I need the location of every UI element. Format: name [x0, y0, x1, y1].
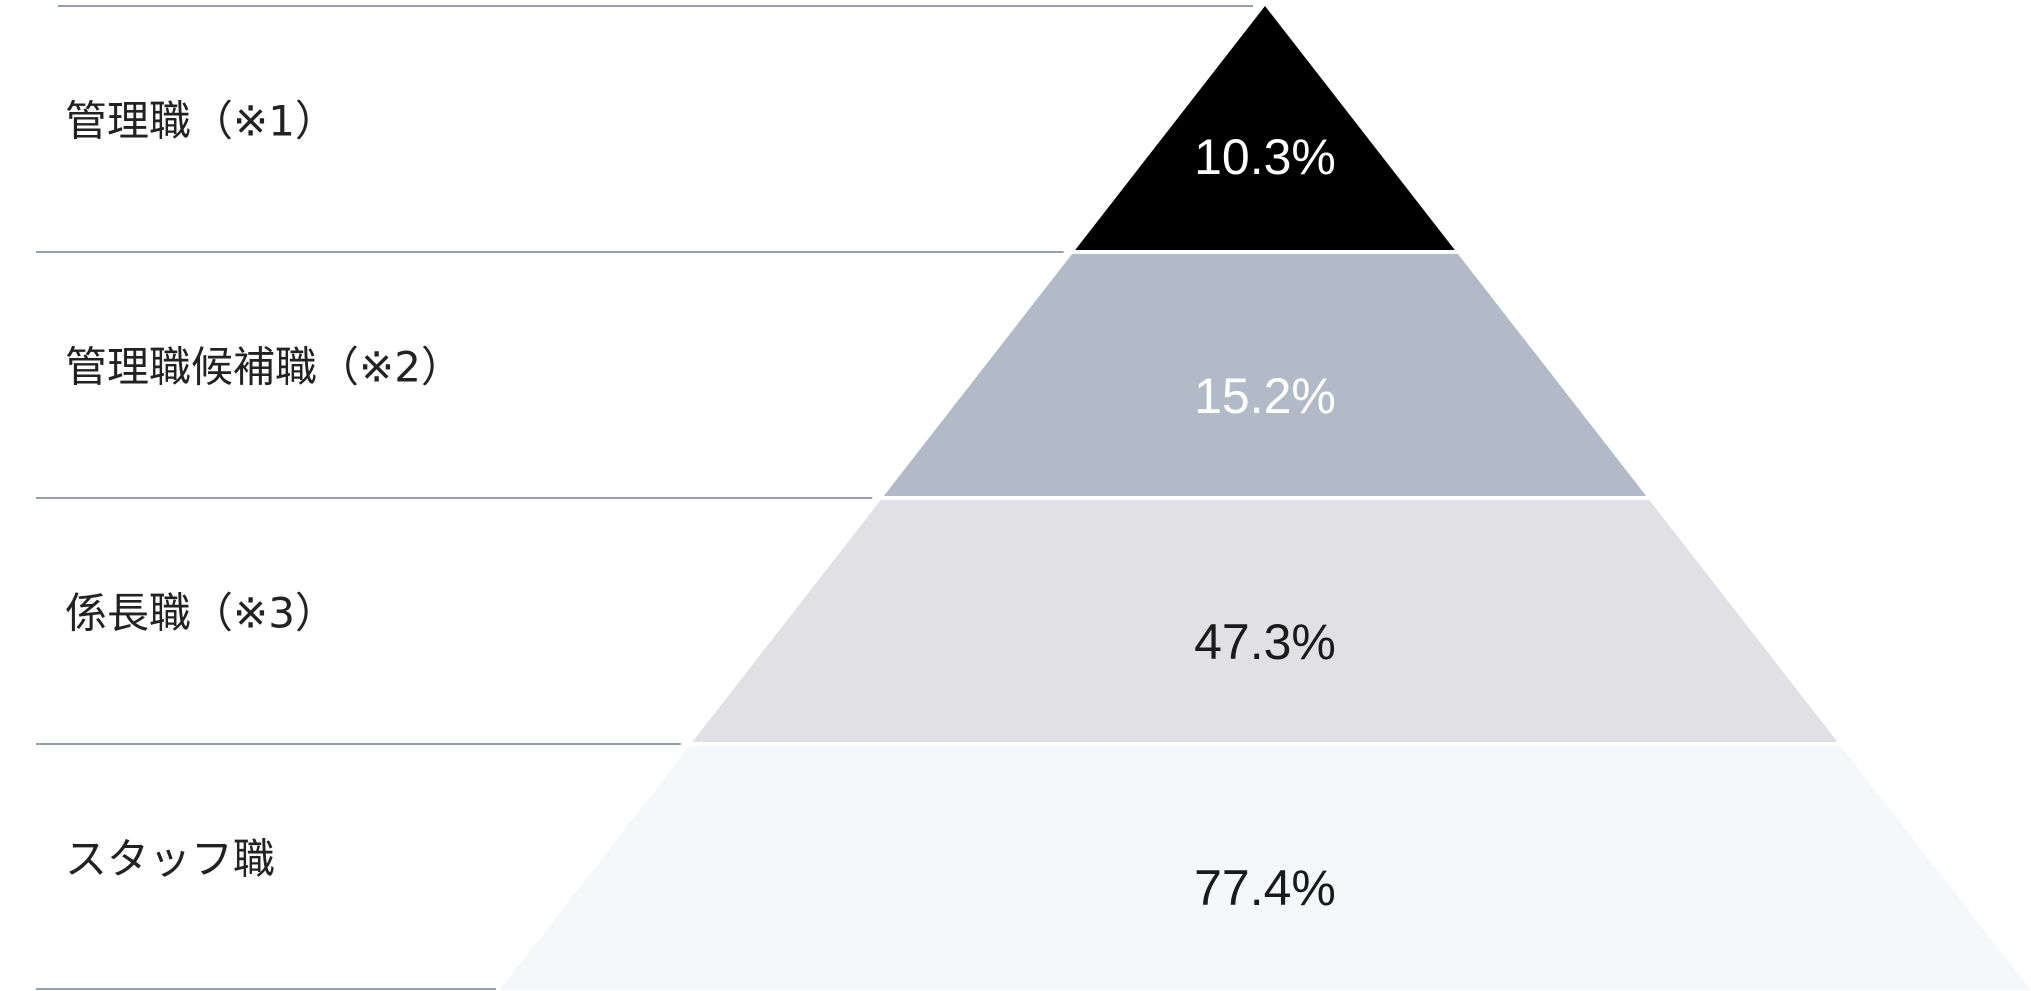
category-label: 係長職（※3） [65, 589, 337, 638]
category-label: 管理職（※1） [65, 97, 337, 146]
value-label: 15.2% [1194, 368, 1336, 424]
pyramid-segment [883, 254, 1647, 496]
category-label: 管理職候補職（※2） [65, 343, 463, 392]
pyramid-segment [692, 500, 1838, 742]
value-label: 77.4% [1194, 860, 1336, 916]
pyramid-segment [499, 746, 2031, 990]
pyramid-segment [1075, 6, 1455, 250]
category-label: スタッフ職 [65, 835, 275, 884]
value-label: 10.3% [1194, 129, 1336, 185]
value-label: 47.3% [1194, 614, 1336, 670]
